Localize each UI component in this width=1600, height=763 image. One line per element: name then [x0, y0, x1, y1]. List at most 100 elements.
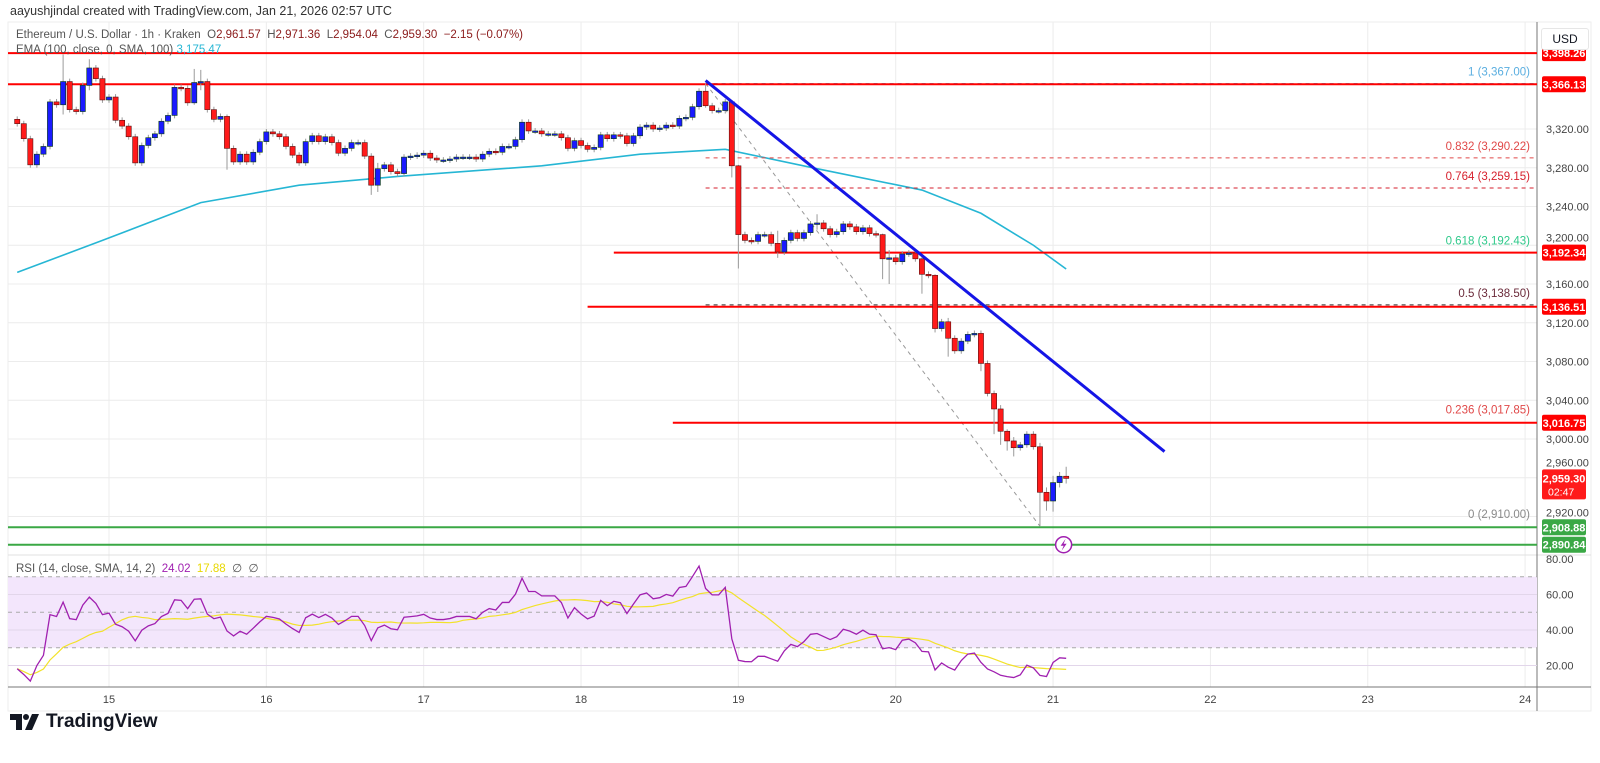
candle[interactable]	[951, 337, 958, 352]
candle[interactable]	[466, 156, 473, 159]
candle[interactable]	[315, 135, 322, 142]
candle[interactable]	[368, 155, 375, 186]
candle[interactable]	[702, 90, 709, 107]
candle[interactable]	[650, 124, 657, 130]
candle[interactable]	[492, 150, 499, 154]
candle[interactable]	[224, 116, 230, 149]
candle[interactable]	[735, 165, 742, 235]
candle[interactable]	[145, 137, 152, 146]
candle[interactable]	[66, 81, 73, 110]
candle[interactable]	[938, 321, 945, 329]
candle[interactable]	[289, 146, 296, 156]
candle[interactable]	[322, 136, 329, 142]
candle[interactable]	[840, 223, 847, 232]
candle[interactable]	[689, 106, 696, 118]
candle[interactable]	[14, 119, 21, 124]
candle[interactable]	[158, 120, 165, 135]
candle[interactable]	[873, 233, 879, 236]
candle[interactable]	[617, 134, 624, 137]
candle[interactable]	[1030, 433, 1037, 448]
candle[interactable]	[407, 155, 414, 158]
candle[interactable]	[637, 126, 643, 137]
candle[interactable]	[296, 154, 303, 164]
candle[interactable]	[20, 123, 27, 139]
candle[interactable]	[669, 124, 676, 127]
candle[interactable]	[506, 146, 512, 149]
candle[interactable]	[73, 109, 80, 112]
candle[interactable]	[329, 136, 335, 143]
candle[interactable]	[905, 252, 912, 255]
candle[interactable]	[1010, 440, 1017, 449]
candle[interactable]	[197, 81, 204, 84]
candle[interactable]	[486, 150, 493, 155]
candle[interactable]	[355, 142, 362, 145]
candle[interactable]	[860, 227, 866, 232]
candle[interactable]	[342, 148, 348, 154]
candle[interactable]	[610, 134, 617, 139]
candle[interactable]	[532, 130, 539, 133]
candle[interactable]	[473, 156, 480, 160]
candle[interactable]	[925, 274, 932, 277]
candle[interactable]	[709, 105, 716, 111]
candle[interactable]	[853, 226, 860, 232]
candle[interactable]	[866, 227, 873, 234]
candle[interactable]	[112, 96, 119, 121]
candle[interactable]	[1004, 430, 1011, 442]
candle[interactable]	[984, 363, 991, 394]
candle[interactable]	[1017, 444, 1024, 449]
candle[interactable]	[683, 117, 689, 120]
candle[interactable]	[971, 333, 978, 336]
candle[interactable]	[92, 67, 99, 79]
candle[interactable]	[361, 142, 368, 157]
candle[interactable]	[892, 257, 899, 263]
candle[interactable]	[846, 223, 853, 228]
candle[interactable]	[558, 133, 565, 139]
candle[interactable]	[945, 321, 952, 339]
candle[interactable]	[912, 252, 919, 260]
ema-label[interactable]: EMA (100, close, 0, SMA, 100)	[16, 44, 174, 56]
candle[interactable]	[538, 130, 545, 135]
candle[interactable]	[191, 82, 198, 104]
candle[interactable]	[309, 135, 316, 142]
candle[interactable]	[794, 232, 801, 239]
candle[interactable]	[171, 87, 178, 116]
candle[interactable]	[217, 116, 224, 120]
bearish-trendline[interactable]	[704, 79, 1166, 453]
candle[interactable]	[787, 232, 794, 241]
candle[interactable]	[60, 81, 67, 106]
candle[interactable]	[401, 156, 407, 174]
candle[interactable]	[814, 222, 820, 225]
candle[interactable]	[578, 140, 584, 146]
candle[interactable]	[551, 133, 558, 136]
candle[interactable]	[33, 153, 40, 166]
candle[interactable]	[545, 133, 552, 136]
candle[interactable]	[656, 127, 663, 130]
candle[interactable]	[565, 137, 571, 149]
candle[interactable]	[781, 240, 788, 253]
candle[interactable]	[643, 124, 650, 128]
candle[interactable]	[388, 164, 394, 172]
candle[interactable]	[827, 228, 834, 235]
candle[interactable]	[663, 124, 670, 129]
rsi-label[interactable]: RSI (14, close, SMA, 14, 2)	[16, 563, 156, 575]
candle[interactable]	[348, 142, 355, 149]
candle[interactable]	[433, 157, 440, 161]
candle[interactable]	[125, 125, 132, 138]
candle[interactable]	[40, 146, 47, 155]
candle[interactable]	[571, 140, 578, 149]
candle[interactable]	[119, 119, 126, 127]
candle[interactable]	[833, 231, 840, 235]
candle[interactable]	[499, 146, 506, 153]
candle[interactable]	[879, 234, 886, 260]
candle[interactable]	[86, 67, 93, 86]
candle[interactable]	[151, 133, 158, 139]
candle[interactable]	[243, 153, 250, 163]
candle[interactable]	[630, 135, 637, 144]
candle[interactable]	[256, 141, 263, 153]
candle[interactable]	[525, 121, 532, 132]
candle[interactable]	[801, 232, 807, 239]
candle[interactable]	[728, 101, 735, 167]
candle[interactable]	[676, 118, 683, 127]
candle[interactable]	[820, 222, 827, 230]
